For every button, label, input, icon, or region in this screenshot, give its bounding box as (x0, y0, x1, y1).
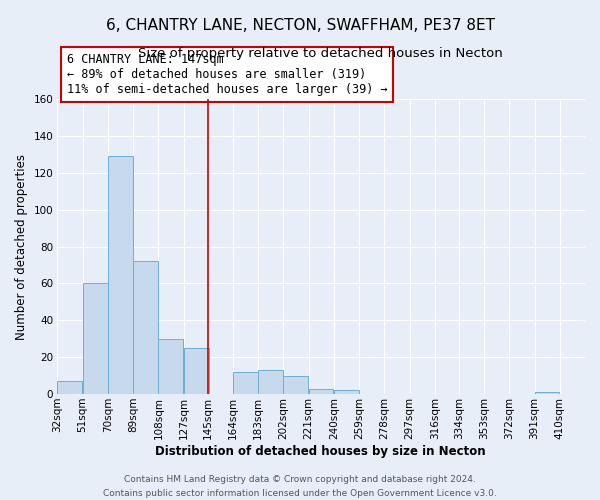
Bar (334, 390, 359, 394)
Text: 6 CHANTRY LANE: 147sqm
← 89% of detached houses are smaller (319)
11% of semi-de: 6 CHANTRY LANE: 147sqm ← 89% of detached… (67, 53, 387, 96)
Bar (233, 372, 257, 394)
Bar (133, 262, 158, 394)
Bar (58, 381, 82, 394)
Bar (308, 388, 334, 394)
Bar (283, 376, 308, 394)
Bar (158, 339, 183, 394)
Bar (258, 370, 283, 394)
X-axis label: Distribution of detached houses by size in Necton: Distribution of detached houses by size … (155, 444, 486, 458)
Bar (83, 284, 107, 394)
Title: Size of property relative to detached houses in Necton: Size of property relative to detached ho… (138, 48, 503, 60)
Bar (535, 392, 559, 394)
Y-axis label: Number of detached properties: Number of detached properties (15, 154, 28, 340)
Bar (184, 348, 209, 394)
Bar (108, 156, 133, 394)
Text: 6, CHANTRY LANE, NECTON, SWAFFHAM, PE37 8ET: 6, CHANTRY LANE, NECTON, SWAFFHAM, PE37 … (106, 18, 494, 32)
Text: Contains HM Land Registry data © Crown copyright and database right 2024.
Contai: Contains HM Land Registry data © Crown c… (103, 476, 497, 498)
